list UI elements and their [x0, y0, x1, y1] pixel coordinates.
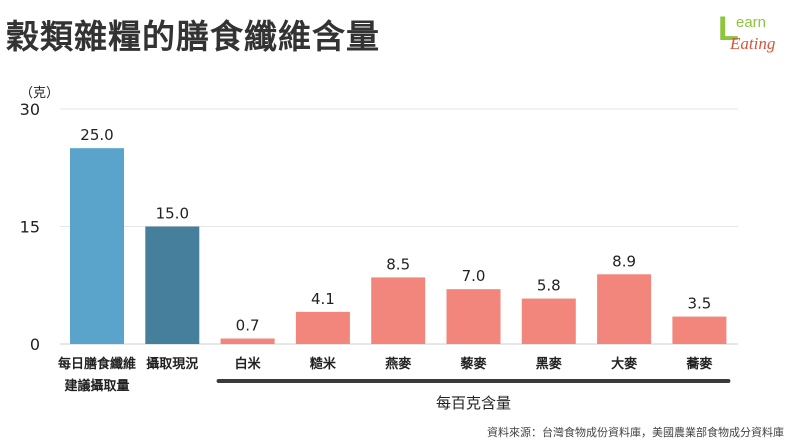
- x-tick-label: 黑麥: [536, 356, 563, 372]
- data-label: 4.1: [311, 290, 335, 308]
- bar: [371, 277, 426, 344]
- data-label: 8.9: [612, 252, 636, 270]
- x-tick-label: 攝取現況: [146, 356, 198, 372]
- x-tick-label: 白米: [235, 356, 262, 372]
- y-axis-unit: （克）: [20, 86, 60, 101]
- y-tick-label: 0: [30, 335, 40, 354]
- x-tick-label: 大麥: [611, 356, 638, 372]
- bar: [446, 289, 501, 344]
- x-tick-label: 藜麥: [459, 356, 487, 372]
- bar: [521, 298, 576, 344]
- group-label: 每百克含量: [436, 394, 511, 412]
- data-label: 0.7: [236, 317, 260, 335]
- bar: [145, 226, 200, 344]
- x-tick-label: 建議攝取量: [64, 378, 129, 394]
- data-label: 5.8: [537, 277, 561, 295]
- x-tick-label: 燕麥: [385, 356, 412, 372]
- data-source: 資料來源：台灣食物成份資料庫，美國農業部食物成分資料庫: [487, 426, 784, 439]
- data-label: 8.5: [386, 255, 410, 273]
- data-label: 7.0: [462, 267, 486, 285]
- bar: [295, 311, 350, 344]
- data-label: 25.0: [80, 126, 113, 144]
- bar: [672, 316, 727, 344]
- y-tick-label: 30: [20, 100, 40, 119]
- bar: [220, 338, 275, 344]
- data-label: 15.0: [156, 205, 189, 223]
- data-label: 3.5: [687, 295, 711, 313]
- bar: [70, 148, 124, 344]
- y-tick-label: 15: [20, 218, 40, 237]
- page-title: 穀類雜糧的膳食纖維含量: [6, 17, 380, 56]
- x-tick-label: 每日膳食纖維: [58, 356, 136, 372]
- x-tick-label: 蕎麥: [685, 356, 713, 372]
- x-tick-label: 糙米: [310, 356, 337, 372]
- bar: [597, 274, 652, 344]
